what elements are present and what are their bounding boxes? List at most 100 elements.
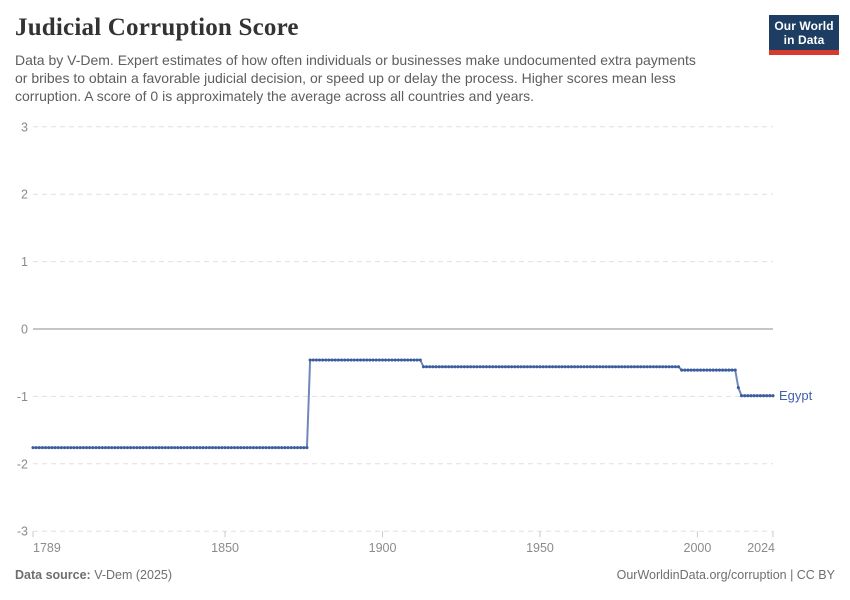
data-point[interactable] xyxy=(469,365,473,369)
data-point[interactable] xyxy=(113,446,117,450)
data-point[interactable] xyxy=(544,365,548,369)
data-point[interactable] xyxy=(569,365,574,369)
data-point[interactable] xyxy=(302,446,306,450)
data-point[interactable] xyxy=(217,446,221,450)
data-point[interactable] xyxy=(595,365,599,369)
data-point[interactable] xyxy=(453,365,457,369)
data-point[interactable] xyxy=(37,446,41,450)
data-point[interactable] xyxy=(220,446,224,450)
data-point[interactable] xyxy=(689,368,693,372)
data-point[interactable] xyxy=(349,358,353,362)
data-point[interactable] xyxy=(510,365,514,369)
data-point[interactable] xyxy=(214,446,218,450)
data-point[interactable] xyxy=(368,358,372,362)
data-point[interactable] xyxy=(639,365,643,369)
data-point[interactable] xyxy=(380,358,385,362)
data-point[interactable] xyxy=(346,358,350,362)
data-point[interactable] xyxy=(69,446,73,450)
data-point[interactable] xyxy=(163,446,167,450)
data-point[interactable] xyxy=(560,365,564,369)
data-point[interactable] xyxy=(739,394,744,398)
data-point[interactable] xyxy=(264,446,268,450)
data-point[interactable] xyxy=(390,358,394,362)
data-line[interactable] xyxy=(33,359,773,449)
data-point[interactable] xyxy=(330,358,334,362)
data-point[interactable] xyxy=(75,446,79,450)
data-point[interactable] xyxy=(623,365,627,369)
data-point[interactable] xyxy=(314,358,318,362)
data-point[interactable] xyxy=(614,365,618,369)
data-point[interactable] xyxy=(541,365,545,369)
data-point[interactable] xyxy=(636,365,640,369)
data-point[interactable] xyxy=(437,365,441,369)
data-point[interactable] xyxy=(724,368,728,372)
data-point[interactable] xyxy=(661,365,665,369)
data-point[interactable] xyxy=(699,368,703,372)
data-point[interactable] xyxy=(78,446,82,450)
data-point[interactable] xyxy=(355,358,359,362)
data-point[interactable] xyxy=(755,394,759,398)
data-point[interactable] xyxy=(160,446,164,450)
data-point[interactable] xyxy=(617,365,621,369)
data-point[interactable] xyxy=(506,365,511,369)
data-point[interactable] xyxy=(374,358,378,362)
data-point[interactable] xyxy=(88,446,92,450)
data-point[interactable] xyxy=(318,358,322,362)
data-point[interactable] xyxy=(516,365,520,369)
data-point[interactable] xyxy=(53,446,57,450)
data-point[interactable] xyxy=(425,365,429,369)
data-point[interactable] xyxy=(418,358,422,362)
data-point[interactable] xyxy=(384,358,388,362)
data-point[interactable] xyxy=(481,365,485,369)
data-point[interactable] xyxy=(47,446,51,450)
data-point[interactable] xyxy=(711,368,715,372)
data-point[interactable] xyxy=(352,358,356,362)
data-point[interactable] xyxy=(632,365,636,369)
data-point[interactable] xyxy=(176,446,180,450)
data-point[interactable] xyxy=(84,446,89,450)
data-point[interactable] xyxy=(673,365,677,369)
data-point[interactable] xyxy=(535,365,539,369)
data-point[interactable] xyxy=(223,446,227,450)
data-point[interactable] xyxy=(686,368,690,372)
data-point[interactable] xyxy=(733,368,737,372)
data-point[interactable] xyxy=(626,365,630,369)
data-point[interactable] xyxy=(588,365,592,369)
data-point[interactable] xyxy=(456,365,460,369)
data-point[interactable] xyxy=(601,365,605,369)
data-point[interactable] xyxy=(727,368,731,372)
data-point[interactable] xyxy=(403,358,407,362)
data-point[interactable] xyxy=(261,446,265,450)
data-point[interactable] xyxy=(182,446,186,450)
data-point[interactable] xyxy=(651,365,655,369)
line-chart[interactable]: 3 2 1 0 -1 -2 -3 1789 1850 1900 1950 2000 2024 Egypt xyxy=(0,110,850,570)
data-point[interactable] xyxy=(654,365,659,369)
data-point[interactable] xyxy=(585,365,589,369)
attribution-link[interactable]: OurWorldinData.org/corruption | CC BY xyxy=(616,568,835,582)
data-point[interactable] xyxy=(270,446,274,450)
data-point[interactable] xyxy=(598,365,602,369)
data-point[interactable] xyxy=(434,365,438,369)
data-point[interactable] xyxy=(475,365,479,369)
data-point[interactable] xyxy=(431,365,435,369)
data-point[interactable] xyxy=(198,446,202,450)
data-point[interactable] xyxy=(522,365,526,369)
series-label-egypt[interactable]: Egypt xyxy=(779,388,813,403)
data-point[interactable] xyxy=(566,365,570,369)
data-point[interactable] xyxy=(81,446,85,450)
data-point[interactable] xyxy=(324,358,328,362)
data-point[interactable] xyxy=(31,446,35,450)
data-point[interactable] xyxy=(582,365,586,369)
data-point[interactable] xyxy=(94,446,98,450)
data-point[interactable] xyxy=(771,394,775,398)
data-point[interactable] xyxy=(538,365,542,369)
data-point[interactable] xyxy=(421,365,426,369)
data-point[interactable] xyxy=(466,365,470,369)
data-point[interactable] xyxy=(166,446,170,450)
data-point[interactable] xyxy=(170,446,174,450)
data-point[interactable] xyxy=(125,446,130,450)
data-point[interactable] xyxy=(497,365,501,369)
data-point[interactable] xyxy=(267,446,271,450)
data-point[interactable] xyxy=(91,446,95,450)
data-point[interactable] xyxy=(459,365,463,369)
